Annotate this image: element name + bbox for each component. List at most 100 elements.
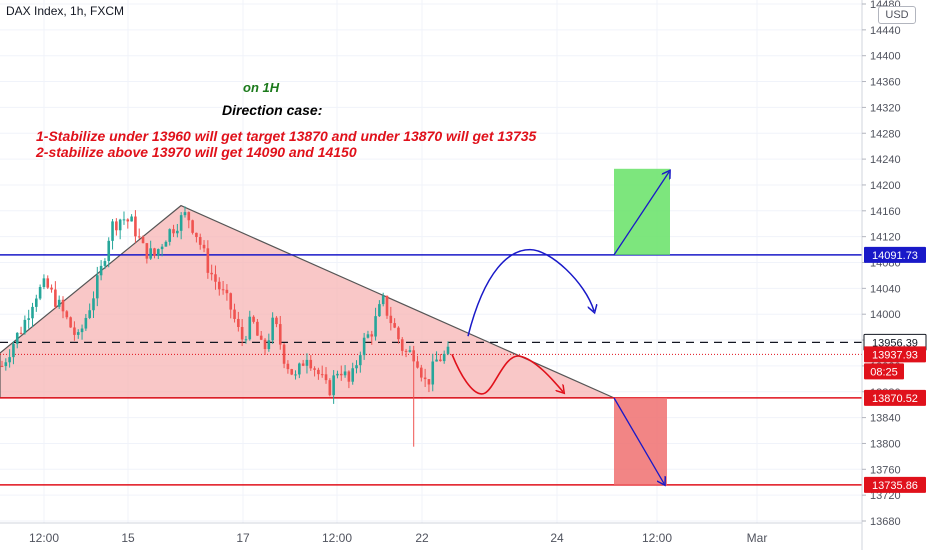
candle-body [263, 339, 267, 350]
candle-body [202, 244, 206, 249]
candle-body [160, 246, 164, 250]
chart-title: DAX Index, 1h, FXCM [6, 4, 125, 18]
candle-body [111, 221, 114, 241]
candle-body [35, 298, 38, 307]
candle-body [439, 359, 442, 362]
candle-body [275, 317, 278, 325]
candle-body [359, 355, 362, 366]
candle-body [286, 363, 290, 370]
horizontal-levels [0, 254, 862, 486]
candle-body [191, 220, 194, 233]
candle-body [31, 306, 34, 319]
y-tick-label: 13800 [870, 438, 901, 450]
candle-body [317, 369, 320, 375]
annotation-timeframe: on 1H [243, 80, 280, 95]
candle-body [210, 272, 213, 275]
candle-body [355, 365, 358, 369]
candle-body [65, 311, 69, 318]
svg-text:13937.93: 13937.93 [872, 349, 918, 361]
candle-body [103, 261, 107, 266]
y-tick-label: 14280 [870, 128, 901, 140]
candle-body [282, 344, 286, 364]
price-badge: 13735.86 [864, 476, 926, 493]
candle-body [370, 334, 374, 337]
candle-body [305, 359, 309, 366]
candle-body [15, 332, 19, 344]
price-axis[interactable]: 14480 14440 14400 14360 14320 14280 14240 14200… [861, 0, 901, 550]
x-tick-label: 12:00 [29, 531, 59, 545]
y-tick-label: 14160 [870, 206, 901, 218]
svg-text:08:25: 08:25 [870, 366, 898, 378]
candle-body [237, 318, 240, 328]
candle-body [248, 316, 252, 340]
bullish-projection-arrow [467, 248, 594, 337]
candle-body [278, 324, 282, 345]
candle-body [393, 323, 396, 328]
long-target-arrow [613, 172, 669, 256]
x-tick-label: 22 [415, 531, 429, 545]
candle-body [416, 361, 419, 368]
candle-body [92, 298, 95, 311]
x-tick-label: Mar [747, 531, 768, 545]
currency-button[interactable]: USD [878, 6, 916, 24]
candle-body [400, 339, 404, 351]
candle-body [397, 327, 400, 340]
candle-body [137, 236, 141, 238]
candle-body [12, 343, 15, 358]
y-tick-label: 14120 [870, 232, 901, 244]
candle-body [332, 375, 335, 396]
candle-body [427, 379, 431, 385]
candle-body [324, 374, 328, 381]
bearish-projection-arrow [451, 353, 563, 395]
candle-body [118, 219, 122, 231]
candle-body [351, 368, 355, 382]
candle-body [313, 368, 316, 370]
y-tick-label: 14000 [870, 309, 901, 321]
y-tick-label: 14440 [870, 25, 901, 37]
candle-body [176, 230, 179, 234]
candle-body [130, 216, 133, 222]
candle-body [172, 229, 175, 234]
svg-text:13870.52: 13870.52 [872, 393, 918, 405]
x-tick-label: 12:00 [642, 531, 672, 545]
candle-body [214, 274, 217, 282]
candle-body [164, 241, 168, 247]
y-tick-label: 13720 [870, 490, 901, 502]
candle-body [343, 371, 347, 376]
candle-body [225, 289, 229, 294]
svg-text:14091.73: 14091.73 [872, 250, 918, 262]
candle-body [149, 248, 152, 259]
candle-body [46, 278, 50, 288]
candle-body [195, 232, 198, 238]
candle-body [217, 281, 221, 290]
time-axis[interactable]: 12:00 15 17 12:00 22 24 12:00 Mar [0, 522, 862, 545]
price-badge: 13937.93 [864, 346, 926, 363]
candle-body [187, 212, 191, 221]
candle-body [229, 293, 233, 310]
candle-body [54, 289, 57, 307]
candle-body [320, 374, 324, 376]
candle-body [57, 299, 61, 307]
candle-body [61, 299, 65, 312]
candle-body [412, 350, 415, 362]
y-tick-label: 13760 [870, 464, 901, 476]
price-badges: 14091.7313956.3913937.9308:2513870.52137… [863, 246, 927, 493]
candle-body [420, 367, 423, 378]
projection-arrows [451, 172, 669, 483]
candle-body [339, 373, 343, 376]
candle-body [408, 350, 412, 352]
candle-body [115, 221, 118, 231]
candle-body [362, 337, 366, 356]
price-badge: 14091.73 [864, 246, 926, 263]
candle-body [153, 248, 156, 256]
candle-body [389, 315, 393, 324]
candle-body [88, 310, 91, 318]
candle-body [244, 339, 248, 341]
candle-body [271, 317, 274, 341]
candle-body [385, 295, 389, 316]
candle-body [240, 327, 244, 340]
candle-body [122, 219, 126, 221]
candle-body [431, 361, 435, 385]
candle-body [134, 216, 137, 237]
